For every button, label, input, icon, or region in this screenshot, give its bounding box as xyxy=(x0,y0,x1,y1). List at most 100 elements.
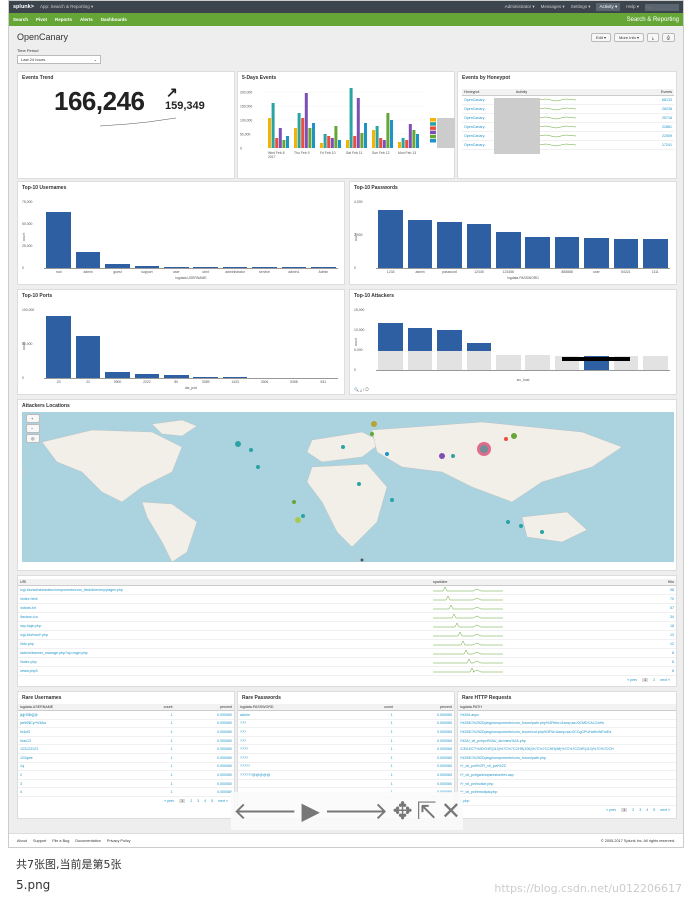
cell-percent[interactable]: 0.000060 xyxy=(174,753,234,763)
cell-value[interactable]: ??? xyxy=(238,727,355,737)
bar[interactable] xyxy=(75,335,101,378)
day-bar[interactable] xyxy=(320,143,323,148)
col-path[interactable]: logdata.PATH xyxy=(458,704,676,711)
uri-link[interactable]: /robots.txt xyxy=(18,603,431,613)
day-bar[interactable] xyxy=(334,126,338,148)
honeypot-name[interactable]: OpenCanary- xyxy=(462,113,514,123)
pager-item[interactable]: next » xyxy=(660,807,670,812)
day-bar[interactable] xyxy=(405,140,409,148)
legend-swatch[interactable] xyxy=(430,126,436,130)
cell-count[interactable]: 1 xyxy=(354,762,395,772)
legend-swatch[interactable] xyxy=(430,122,436,126)
cell-count[interactable]: 1 xyxy=(134,779,175,789)
day-bar[interactable] xyxy=(382,140,386,148)
close-icon[interactable]: ✕ xyxy=(440,797,461,825)
bar[interactable] xyxy=(525,237,551,268)
col-count[interactable]: count xyxy=(134,704,175,711)
pager-item[interactable]: 3 xyxy=(639,807,642,812)
cell-count[interactable]: 1 xyxy=(134,770,175,780)
app-tab[interactable]: Alerts xyxy=(80,17,93,22)
zoom-in-button[interactable]: + xyxy=(26,414,40,423)
uri-link[interactable]: /cgi-bin/administrator/components/com_fc… xyxy=(18,585,431,595)
cell-value[interactable] xyxy=(238,779,355,789)
cell-percent[interactable]: 0.000060 xyxy=(174,710,234,720)
day-bar[interactable] xyxy=(312,123,315,148)
bar[interactable] xyxy=(193,376,219,378)
footer-link[interactable]: Documentation xyxy=(75,838,101,843)
edit-button[interactable]: Edit ▾ xyxy=(590,32,611,42)
top-menu-item[interactable]: Messages ▾ xyxy=(540,4,565,9)
top-menu-item[interactable]: Settings ▾ xyxy=(570,4,591,9)
cell-percent[interactable]: 0.000060 xyxy=(394,753,454,763)
pager-item[interactable]: next » xyxy=(660,678,670,682)
day-bar[interactable] xyxy=(275,138,279,148)
hits-count[interactable]: 57 xyxy=(616,603,676,613)
path-link[interactable]: /*/_vti_pvt/emotipal.php xyxy=(458,787,676,797)
app-tab[interactable]: Reports xyxy=(55,17,73,22)
prev-icon[interactable]: 🡐 xyxy=(233,798,298,825)
col-password[interactable]: logdata.PASSWORD xyxy=(238,704,355,711)
cell-value[interactable]: ??? xyxy=(238,736,355,746)
bar[interactable] xyxy=(134,374,160,378)
honeypot-name[interactable]: OpenCanary- xyxy=(462,122,514,132)
hits-count[interactable]: 8 xyxy=(616,666,676,676)
next-icon[interactable]: 🡒 xyxy=(324,798,389,825)
footer-link[interactable]: Support xyxy=(32,838,47,843)
cell-count[interactable]: 1 xyxy=(354,719,395,729)
bar[interactable] xyxy=(46,211,72,268)
more-info-button[interactable]: More Info ▾ xyxy=(614,32,645,42)
pager-item[interactable]: 5 xyxy=(653,807,656,812)
path-link[interactable]: /*/_vti_pvt/%2F/_vti_pvt/%2Z xyxy=(458,762,676,772)
event-count[interactable]: 22059 xyxy=(643,131,674,141)
bar[interactable] xyxy=(252,266,277,268)
cell-percent[interactable]: 0.000060 xyxy=(174,727,234,737)
cell-value[interactable]: admin xyxy=(238,710,355,720)
cell-value[interactable]: 1q xyxy=(18,762,135,772)
app-tab[interactable]: Pivot xyxy=(36,17,48,22)
pager-item[interactable]: 1 xyxy=(642,678,649,682)
hits-count[interactable]: 13 xyxy=(616,630,676,640)
cell-count[interactable]: 1 xyxy=(134,727,175,737)
uri-link[interactable]: /info.php xyxy=(18,639,431,649)
pager-item[interactable]: 3 xyxy=(197,798,200,803)
path-link[interactable]: /%2A/_vti_pvt/pvt%2A/_div/view%2A.php xyxy=(458,736,676,746)
bar[interactable] xyxy=(222,266,248,268)
uri-link[interactable]: /wp-login.php xyxy=(18,621,431,631)
uri-link[interactable]: /cgi-bin/mod*.php xyxy=(18,630,431,640)
play-icon[interactable]: ▶ xyxy=(301,797,320,825)
cell-percent[interactable]: 0.000060 xyxy=(174,779,234,789)
cell-percent[interactable]: 0.000060 xyxy=(394,770,454,780)
day-bar[interactable] xyxy=(294,128,297,148)
cell-count[interactable]: 1 xyxy=(354,779,395,789)
path-link[interactable]: /%255C%252Dplog/components/com_forum/cut… xyxy=(458,727,676,737)
cell-percent[interactable]: 0.000060 xyxy=(174,744,234,754)
event-count[interactable]: 17241 xyxy=(643,140,674,150)
top-menu-item[interactable]: Help ▾ xyxy=(626,4,639,9)
bar[interactable] xyxy=(613,238,639,268)
hits-count[interactable]: 70 xyxy=(616,594,676,604)
pager-item[interactable]: 2 xyxy=(190,798,193,803)
bar[interactable] xyxy=(193,266,219,268)
cell-count[interactable]: 1 xyxy=(134,710,175,720)
uri-link[interactable]: /www.php3 xyxy=(18,666,431,676)
time-period-select[interactable]: Last 24 hours ⌄ xyxy=(17,55,101,64)
event-count[interactable]: 28238 xyxy=(643,104,674,114)
cell-percent[interactable]: 0.000060 xyxy=(174,770,234,780)
hits-count[interactable]: 8 xyxy=(616,648,676,658)
day-bar[interactable] xyxy=(323,134,327,148)
pager-item[interactable]: 1 xyxy=(621,807,628,812)
day-bar[interactable] xyxy=(297,113,301,148)
footer-link[interactable]: About xyxy=(17,838,27,843)
cell-count[interactable]: 1 xyxy=(134,719,175,729)
honeypot-name[interactable]: OpenCanary- xyxy=(462,104,514,114)
pager-item[interactable]: next » xyxy=(218,798,228,803)
pager-item[interactable]: 5 xyxy=(211,798,214,803)
cell-percent[interactable]: 0.000060 xyxy=(394,719,454,729)
bar[interactable] xyxy=(554,237,580,268)
footer-link[interactable]: File a Bug xyxy=(52,838,70,843)
day-bar[interactable] xyxy=(304,93,308,148)
cell-value[interactable]: jkj[rD$h[]@ xyxy=(18,710,135,720)
uri-link[interactable]: /index.html xyxy=(18,594,431,604)
cell-percent[interactable]: 0.000060 xyxy=(394,744,454,754)
bar[interactable] xyxy=(525,355,551,370)
